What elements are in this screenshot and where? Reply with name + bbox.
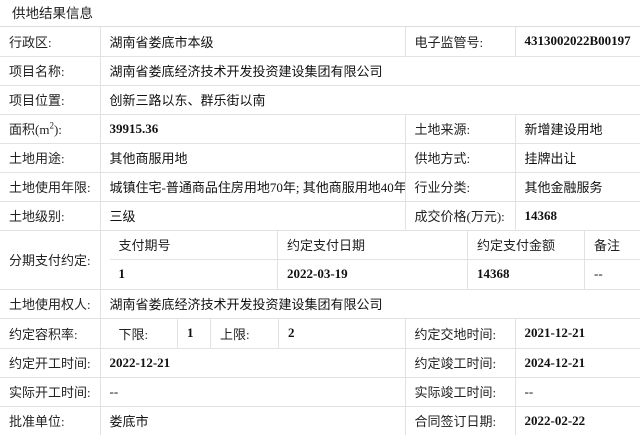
far-lower-label: 下限: [109,318,178,347]
agreed-completion-value: 2024-12-21 [515,348,640,378]
deal-price-value: 14368 [515,201,640,231]
area-label-prefix: 面积(m [9,122,50,137]
installment-data-row: 1 2022-03-19 14368 -- [109,259,640,288]
admin-region-label: 行政区: [0,27,101,57]
installment-period-value: 1 [109,259,278,288]
land-grade-label: 土地级别: [0,201,101,231]
installment-header-date: 约定支付日期 [277,230,468,260]
approval-unit-label: 批准单位: [0,406,101,435]
far-lower-value: 1 [177,318,211,347]
supply-method-value: 挂牌出让 [515,143,640,173]
table-row-area: 面积(m2): 39915.36 土地来源: 新增建设用地 [0,114,640,144]
table-row-approval-unit: 批准单位: 娄底市 合同签订日期: 2022-02-22 [0,406,640,435]
use-term-value: 城镇住宅-普通商品住房用地70年; 其他商服用地40年; [100,172,406,202]
use-term-label: 土地使用年限: [0,172,101,202]
far-upper-value: 2 [288,325,295,340]
installment-header-amount: 约定支付金额 [467,230,585,260]
supervision-no-value: 4313002022B00197 [515,27,640,57]
agreed-start-value: 2022-12-21 [100,348,406,378]
table-row-project-location: 项目位置: 创新三路以东、群乐街以南 [0,85,640,115]
land-source-label: 土地来源: [405,114,516,144]
project-location-value: 创新三路以东、群乐街以南 [100,85,640,115]
agreed-completion-label: 约定竣工时间: [405,348,516,378]
table-row-far: 约定容积率: 下限: 1 上限: [0,318,640,349]
admin-region-value: 湖南省娄底市本级 [100,27,406,57]
installment-cell: 支付期号 约定支付日期 约定支付金额 备注 1 2022-03-19 14368… [100,230,640,290]
table-row-actual-start: 实际开工时间: -- 实际竣工时间: -- [0,377,640,407]
land-source-value: 新增建设用地 [515,114,640,144]
agreed-delivery-value: 2021-12-21 [515,318,640,349]
installment-date-value: 2022-03-19 [277,259,468,288]
industry-value: 其他金融服务 [515,172,640,202]
installment-table: 支付期号 约定支付日期 约定支付金额 备注 1 2022-03-19 14368… [109,230,640,288]
installment-remark-value: -- [594,266,603,282]
table-row-project-name: 项目名称: 湖南省娄底经济技术开发投资建设集团有限公司 [0,56,640,86]
supervision-no-label: 电子监管号: [405,27,516,57]
land-info-table: 行政区: 湖南省娄底市本级 电子监管号: 4313002022B00197 项目… [0,27,640,435]
actual-start-label: 实际开工时间: [0,377,101,407]
area-label-suffix: ): [53,122,62,137]
installment-header-row: 支付期号 约定支付日期 约定支付金额 备注 [109,230,639,260]
far-cell: 下限: 1 上限: 2 [100,318,406,349]
actual-completion-value: -- [515,377,640,407]
far-label: 约定容积率: [0,318,101,349]
actual-completion-label: 实际竣工时间: [405,377,516,407]
installment-label: 分期支付约定: [0,230,101,290]
installment-header-remark: 备注 [584,230,639,260]
table-row-rights-holder: 土地使用权人: 湖南省娄底经济技术开发投资建设集团有限公司 [0,289,640,319]
installment-header-period: 支付期号 [109,230,278,260]
actual-start-value: -- [100,377,406,407]
project-name-value: 湖南省娄底经济技术开发投资建设集团有限公司 [100,56,640,86]
land-use-value: 其他商服用地 [100,143,406,173]
far-table: 下限: 1 上限: 2 [109,318,405,347]
land-use-label: 土地用途: [0,143,101,173]
area-value: 39915.36 [100,114,406,144]
deal-price-label: 成交价格(万元): [405,201,516,231]
agreed-delivery-label: 约定交地时间: [405,318,516,349]
project-name-label: 项目名称: [0,56,101,86]
contract-date-label: 合同签订日期: [405,406,516,435]
table-row-use-term: 土地使用年限: 城镇住宅-普通商品住房用地70年; 其他商服用地40年; 行业分… [0,172,640,202]
industry-label: 行业分类: [405,172,516,202]
area-label: 面积(m2): [0,114,101,144]
land-grade-value: 三级 [100,201,406,231]
table-row-installment: 分期支付约定: 支付期号 约定支付日期 [0,230,640,290]
table-row-admin-region: 行政区: 湖南省娄底市本级 电子监管号: 4313002022B00197 [0,27,640,57]
rights-holder-label: 土地使用权人: [0,289,101,319]
table-row-land-use: 土地用途: 其他商服用地 供地方式: 挂牌出让 [0,143,640,173]
table-row-agreed-start: 约定开工时间: 2022-12-21 约定竣工时间: 2024-12-21 [0,348,640,378]
far-row: 下限: 1 上限: 2 [109,318,405,347]
installment-amount-value: 14368 [467,259,585,288]
project-location-label: 项目位置: [0,85,101,115]
page-title: 供地结果信息 [0,0,640,27]
area-label-superscript: 2 [49,120,54,131]
rights-holder-value: 湖南省娄底经济技术开发投资建设集团有限公司 [100,289,640,319]
agreed-start-label: 约定开工时间: [0,348,101,378]
supply-method-label: 供地方式: [405,143,516,173]
far-upper-label: 上限: [210,318,279,347]
contract-date-value: 2022-02-22 [515,406,640,435]
table-row-land-grade: 土地级别: 三级 成交价格(万元): 14368 [0,201,640,231]
approval-unit-value: 娄底市 [100,406,406,435]
